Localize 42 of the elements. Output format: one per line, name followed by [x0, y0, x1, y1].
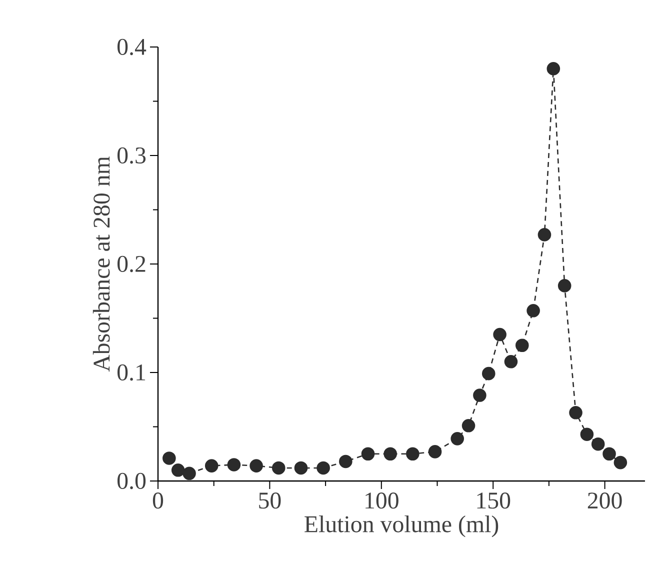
- x-tick-label: 150: [477, 492, 510, 509]
- y-tick-label: 0.1: [118, 364, 146, 381]
- point: [462, 419, 476, 432]
- point: [473, 388, 486, 402]
- point: [493, 328, 506, 342]
- y-tick-label: 0.2: [118, 256, 146, 272]
- x-tick-label: 100: [366, 492, 398, 509]
- point: [546, 62, 560, 76]
- point: [526, 304, 540, 318]
- point: [171, 464, 185, 477]
- x-tick-label: 0: [152, 492, 164, 509]
- point: [428, 445, 442, 458]
- point: [450, 432, 464, 446]
- point: [406, 447, 420, 461]
- point: [272, 461, 286, 475]
- point: [361, 447, 375, 461]
- y-tick-label: 0.0: [118, 472, 146, 490]
- point: [614, 456, 628, 470]
- point: [482, 366, 496, 380]
- y-tick-label: 0.3: [118, 147, 146, 164]
- point: [384, 447, 397, 461]
- x-tick-label: 50: [259, 492, 281, 509]
- point: [580, 428, 594, 441]
- point: [602, 447, 616, 461]
- point: [316, 461, 330, 475]
- point: [294, 461, 308, 475]
- x-axis-title: Elution volume (ml): [304, 515, 498, 538]
- y-axis-title: Absorbance at 280 nm: [92, 156, 110, 372]
- point: [504, 355, 518, 368]
- point: [250, 459, 263, 472]
- point: [162, 452, 176, 465]
- point: [515, 338, 529, 352]
- point: [182, 466, 196, 480]
- point: [227, 458, 241, 472]
- point: [591, 437, 605, 451]
- point: [569, 406, 582, 420]
- x-tick-label: 200: [588, 492, 622, 509]
- point: [339, 454, 352, 468]
- y-tick-label: 0.4: [118, 38, 146, 56]
- point: [538, 228, 552, 242]
- point: [558, 279, 572, 292]
- point: [204, 459, 218, 472]
